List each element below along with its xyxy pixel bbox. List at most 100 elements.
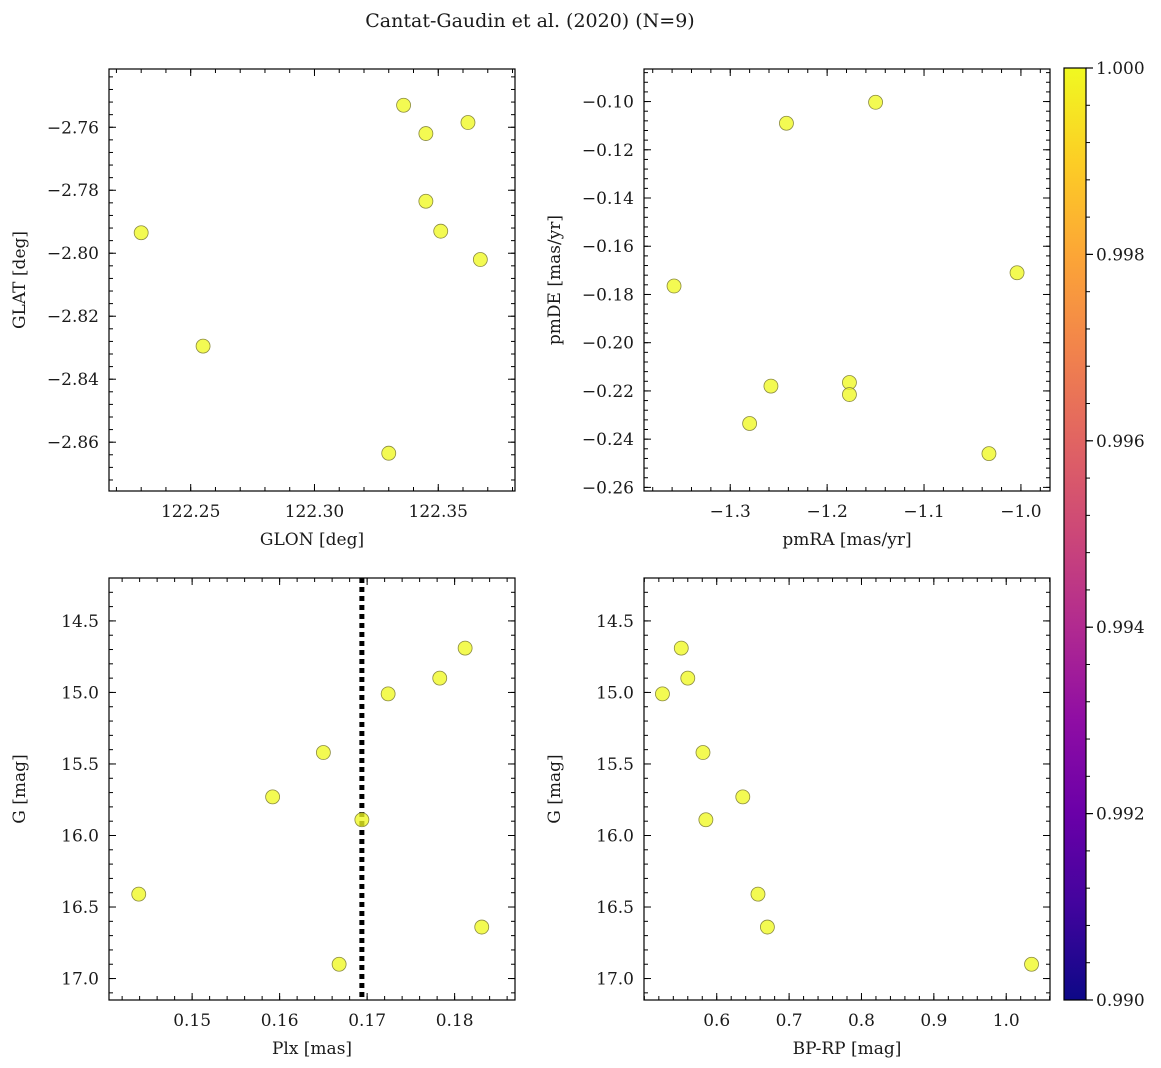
y-tick-label: −0.12	[582, 141, 634, 161]
scatter-point	[460, 115, 476, 130]
axis-ticks	[109, 577, 515, 1000]
x-tick-label: 0.8	[848, 1011, 875, 1031]
y-tick-label: 15.5	[596, 755, 634, 775]
scatter-point	[396, 97, 411, 113]
y-axis-label: GLAT [deg]	[10, 231, 30, 329]
y-tick-label: 17.0	[596, 970, 634, 990]
panel-pmra-pmde: −1.3 −1.2 −1.1 −1.0 −0.10 −0.12 −0.14 −0.16 −0.1…	[545, 68, 1051, 550]
scatter-point	[981, 446, 997, 462]
x-tick-label: 0.15	[173, 1011, 211, 1031]
colorbar-tick-label: 0.990	[1096, 991, 1145, 1011]
x-tick-label: 0.18	[436, 1011, 474, 1031]
scatter-point	[655, 686, 670, 702]
scatter-point	[131, 886, 147, 902]
x-axis-label: BP-RP [mag]	[793, 1039, 902, 1059]
x-tick-label: 1.0	[993, 1011, 1020, 1031]
scatter-point	[331, 956, 347, 972]
scatter-points	[655, 640, 1039, 972]
scatter-point	[457, 640, 473, 656]
scatter-point	[1009, 265, 1025, 281]
scatter-point	[1024, 956, 1039, 972]
scatter-point	[354, 812, 370, 828]
colorbar-tick-label: 1.000	[1096, 59, 1145, 79]
y-tick-label: −2.76	[47, 118, 99, 138]
x-tick-label: −1.2	[806, 502, 847, 522]
y-tick-label: 16.5	[596, 898, 634, 918]
scatter-point	[698, 812, 714, 828]
x-axis-label: GLON [deg]	[260, 530, 364, 550]
y-axis-label: pmDE [mas/yr]	[545, 215, 565, 345]
y-tick-label: 14.5	[596, 612, 634, 632]
colorbar-tick-label: 0.998	[1096, 245, 1145, 265]
y-tick-label: 16.0	[596, 826, 634, 846]
scatter-point	[433, 223, 449, 239]
axis-ticks	[644, 69, 1050, 491]
x-axis-label: pmRA [mas/yr]	[782, 530, 911, 550]
scatter-points	[131, 640, 490, 972]
y-tick-label: −2.80	[47, 244, 99, 264]
scatter-point	[868, 94, 883, 110]
scatter-point	[380, 686, 396, 702]
scatter-point	[695, 745, 711, 760]
y-tick-label: −0.10	[582, 93, 634, 113]
x-tick-label: −1.3	[710, 502, 751, 522]
x-tick-label: 0.7	[776, 1011, 803, 1031]
scatter-point	[195, 338, 211, 354]
y-axis-label: G [mag]	[545, 754, 565, 823]
panel-plx-g: 0.15 0.16 0.17 0.18 14.5 15.0 15.5 16.0 16.5 17.0…	[10, 577, 516, 1059]
scatter-point	[418, 126, 434, 141]
scatter-point	[779, 115, 794, 131]
colorbar-tick-label: 0.996	[1096, 432, 1145, 452]
x-tick-label: −1.0	[1000, 502, 1041, 522]
panel-glon-glat: 122.25 122.30 122.35 −2.76 −2.78 −2.80 −2.82 −2…	[10, 68, 516, 550]
colorbar-gradient	[1063, 67, 1087, 1001]
plot-frame	[643, 577, 1051, 1001]
y-tick-label: −0.14	[582, 189, 634, 209]
scatter-point	[666, 278, 682, 294]
x-tick-label: 122.30	[285, 502, 344, 522]
plot-frame	[643, 68, 1051, 492]
y-tick-label: −2.78	[47, 181, 99, 201]
x-tick-label: −1.1	[903, 502, 944, 522]
scatter-point	[842, 387, 857, 402]
y-tick-label: −0.24	[582, 430, 634, 450]
scatter-point	[472, 252, 488, 267]
y-tick-label: −0.26	[582, 478, 634, 498]
scatter-point	[133, 225, 149, 241]
scatter-point	[763, 378, 779, 394]
scatter-point	[315, 745, 331, 760]
x-tick-label: 122.35	[409, 502, 468, 522]
y-tick-label: 14.5	[61, 612, 99, 632]
scatter-point	[474, 919, 490, 935]
y-tick-label: 15.0	[596, 683, 634, 703]
scatter-point	[381, 445, 397, 461]
plot-frame	[108, 577, 516, 1001]
y-axis-label: G [mag]	[10, 754, 30, 823]
axis-ticks	[643, 577, 1051, 1000]
x-tick-label: 0.16	[261, 1011, 299, 1031]
y-tick-label: −0.16	[582, 237, 634, 257]
scatter-point	[418, 193, 434, 209]
x-tick-label: 122.25	[161, 502, 220, 522]
scatter-points	[666, 94, 1025, 462]
y-tick-label: −0.18	[582, 285, 634, 305]
colorbar: 0.990 0.992 0.994 0.996 0.998 1.000	[1063, 59, 1145, 1011]
x-tick-label: 0.17	[348, 1011, 386, 1031]
axis-ticks	[109, 69, 515, 491]
panel-bprp-g: 0.6 0.7 0.8 0.9 1.0 14.5 15.0 15.5 16.0 16.5 17.0 B…	[545, 577, 1051, 1059]
x-tick-label: 0.9	[920, 1011, 947, 1031]
scatter-point	[432, 670, 448, 686]
y-tick-label: 15.0	[61, 683, 99, 703]
y-tick-label: 16.5	[61, 898, 99, 918]
scatter-point	[265, 789, 281, 805]
scatter-point	[735, 789, 751, 805]
scatter-point	[673, 640, 689, 656]
y-tick-label: 17.0	[61, 970, 99, 990]
y-tick-label: −0.22	[582, 382, 634, 402]
y-tick-label: 16.0	[61, 826, 99, 846]
y-tick-label: −2.86	[47, 433, 99, 453]
plot-frame	[108, 68, 516, 492]
colorbar-tick-label: 0.992	[1096, 805, 1145, 825]
scatter-points	[133, 97, 488, 461]
